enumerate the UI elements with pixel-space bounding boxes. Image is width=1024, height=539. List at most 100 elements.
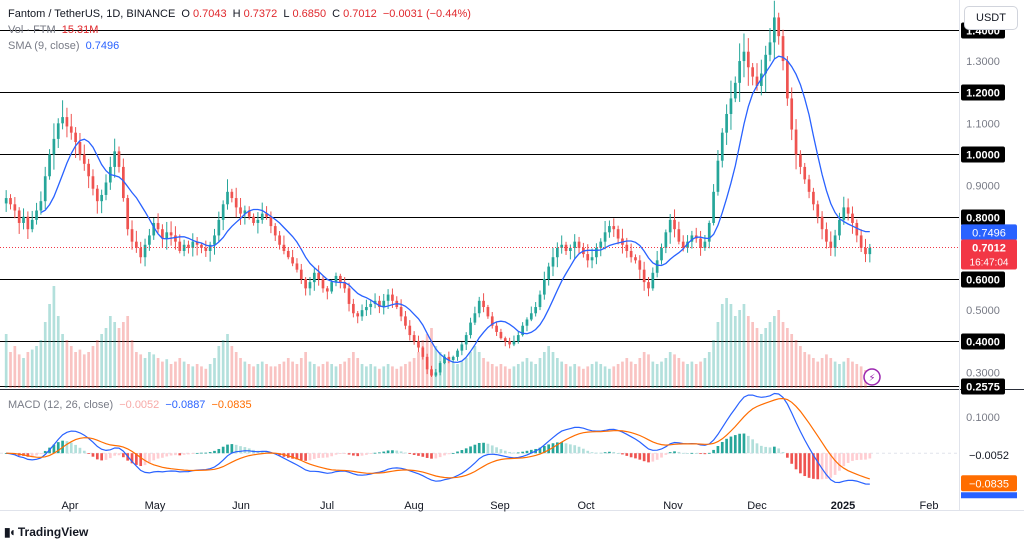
candle-body <box>686 241 689 248</box>
volume-bar <box>464 358 468 388</box>
macd-hist-bar <box>191 453 195 454</box>
macd-hist-bar <box>130 453 134 464</box>
volume-bar <box>412 358 416 388</box>
candle-body <box>764 54 768 74</box>
macd-hist-bar <box>525 450 529 454</box>
symbol-legend: Fantom / TetherUS, 1D, BINANCE O 0.7043 H… <box>8 8 477 20</box>
macd-hist-bar <box>187 453 190 455</box>
macd-hist-bar <box>768 447 772 454</box>
volume-bar <box>451 361 455 388</box>
volume-bar <box>608 368 611 388</box>
macd-hist-bar <box>221 446 225 454</box>
macd-hist-bar <box>161 453 164 458</box>
macd-hist-bar <box>560 442 564 454</box>
macd-hist-bar <box>603 452 607 454</box>
macd-hist-bar <box>456 451 459 454</box>
candle-body <box>100 194 103 202</box>
volume-bar <box>842 361 846 388</box>
macd-line-value: −0.0887 <box>165 399 206 411</box>
volume-bar <box>651 361 655 388</box>
candle-body <box>61 117 64 124</box>
candle-body <box>195 241 199 245</box>
macd-hist-bar <box>694 453 698 454</box>
candle-body <box>122 166 125 199</box>
price-tick-label: 1.3000 <box>966 56 1000 68</box>
volume-bar <box>308 361 312 388</box>
macd-hist-bar <box>829 453 833 478</box>
macd-hist-bar <box>87 453 90 454</box>
candle-body <box>299 269 303 280</box>
candle-body <box>282 244 286 251</box>
candle-body <box>430 369 433 376</box>
candle-body <box>143 244 147 258</box>
macd-hist-bar <box>673 451 676 454</box>
volume-bar <box>230 346 234 388</box>
volume-bar <box>48 304 51 388</box>
candle-body <box>733 82 737 99</box>
candle-body <box>642 269 646 283</box>
macd-hist-bar <box>816 453 820 480</box>
macd-hist-bar <box>239 446 242 454</box>
volume-bar <box>247 364 251 388</box>
volume-bar <box>525 358 529 388</box>
macd-hist-bar <box>312 453 316 459</box>
candle-body <box>573 241 577 248</box>
macd-hist-bar <box>503 450 507 454</box>
time-tick-label: Dec <box>747 500 767 512</box>
candle-body <box>482 300 485 308</box>
candle-body <box>260 213 264 220</box>
volume-bar <box>473 346 477 388</box>
candle-body <box>647 282 650 289</box>
volume-bar <box>204 368 208 388</box>
candle-body <box>343 282 347 289</box>
candle-body <box>26 216 30 230</box>
volume-bar <box>551 352 555 388</box>
candle-body <box>595 247 598 258</box>
volume-bar <box>273 366 277 388</box>
candle-body <box>451 356 455 360</box>
macd-tick-label: 0.1000 <box>966 412 1000 424</box>
candle-body <box>252 216 255 223</box>
macd-hist-bar <box>352 453 355 456</box>
candle-body <box>347 288 351 304</box>
volume-bar <box>777 310 781 388</box>
candle-body <box>156 222 160 230</box>
currency-button[interactable]: USDT <box>964 6 1018 30</box>
macd-hist-bar <box>690 452 694 454</box>
volume-bar <box>148 352 151 388</box>
tradingview-mark-icon: ▮◖ <box>4 525 16 539</box>
time-tick-label: Apr <box>61 500 78 512</box>
macd-hist-bar <box>625 453 629 456</box>
volume-bar <box>334 366 338 388</box>
volume-bar <box>773 316 776 388</box>
macd-hist-bar <box>855 453 859 461</box>
candle-body <box>538 294 542 308</box>
macd-hist-bar <box>551 443 555 454</box>
volume-bar <box>668 352 672 388</box>
volume-bar <box>178 358 182 388</box>
macd-hist-bar <box>803 453 807 477</box>
volume-bar <box>851 361 854 388</box>
candle-body <box>148 235 151 245</box>
candle-body <box>603 232 607 242</box>
candle-body <box>87 163 90 177</box>
volume-bar <box>182 361 186 388</box>
candle-body <box>178 241 182 251</box>
volume-bar <box>690 361 694 388</box>
volume-bar <box>781 322 785 388</box>
macd-hist-bar <box>391 450 394 454</box>
volume-bar <box>122 322 125 388</box>
time-tick-label: May <box>145 500 166 512</box>
price-tick-label: 0.5000 <box>966 305 1000 317</box>
macd-hist-bar <box>230 444 234 454</box>
volume-bar <box>634 364 637 388</box>
candle-body <box>673 219 676 230</box>
macd-hist-bar <box>347 453 351 455</box>
candle-body <box>17 210 21 223</box>
macd-hist-bar <box>590 452 594 454</box>
level-tag <box>961 84 1005 101</box>
volume-bar <box>564 364 568 388</box>
macd-hist-bar <box>686 453 689 454</box>
macd-hist-bar <box>113 453 117 456</box>
